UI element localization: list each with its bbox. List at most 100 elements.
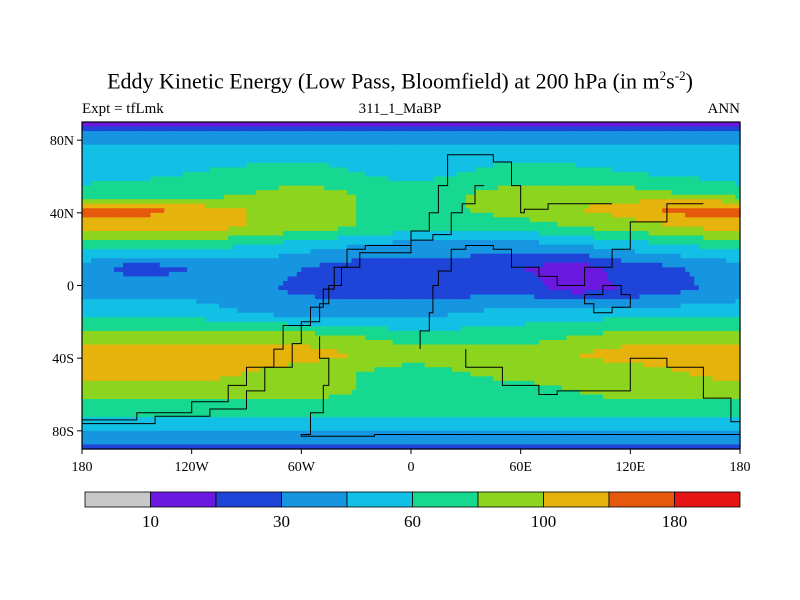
field-cell (383, 226, 389, 232)
field-cell (150, 176, 156, 182)
field-cell (506, 167, 513, 173)
field-cell (360, 262, 366, 268)
field-cell (543, 203, 549, 209)
field-cell (497, 244, 503, 250)
field-cell (502, 226, 508, 232)
field-cell (246, 231, 252, 237)
field-cell (278, 276, 284, 282)
field-cell (305, 244, 312, 250)
field-cell (246, 171, 252, 178)
field-cell (369, 122, 376, 128)
field-cell (219, 262, 225, 268)
field-cell (104, 235, 111, 241)
field-cell (625, 240, 631, 246)
field-cell (593, 140, 599, 146)
field-cell (141, 221, 147, 228)
field-cell (388, 221, 394, 228)
field-cell (251, 253, 257, 259)
field-cell (264, 131, 270, 137)
field-cell (420, 199, 426, 205)
field-cell (109, 167, 115, 173)
field-cell (598, 199, 604, 205)
field-cell (474, 276, 481, 282)
field-cell (260, 249, 266, 255)
field-cell (283, 176, 289, 182)
field-cell (479, 126, 485, 132)
field-cell (109, 262, 115, 268)
field-cell (634, 122, 641, 128)
field-cell (561, 199, 567, 205)
field-cell (726, 199, 732, 205)
field-cell (630, 153, 636, 159)
field-cell (561, 135, 567, 141)
field-cell (685, 181, 691, 187)
field-cell (735, 203, 741, 209)
field-cell (164, 271, 170, 278)
field-cell (168, 149, 174, 155)
field-cell (602, 171, 609, 178)
field-cell (337, 217, 344, 223)
field-cell (593, 171, 599, 178)
field-cell (187, 258, 193, 264)
field-cell (534, 149, 540, 155)
field-cell (612, 221, 618, 228)
field-cell (278, 217, 284, 223)
field-cell (497, 140, 503, 146)
field-cell (447, 126, 453, 132)
field-cell (136, 171, 142, 178)
field-cell (123, 131, 129, 137)
field-cell (369, 194, 376, 200)
field-cell (91, 131, 97, 137)
field-cell (424, 153, 430, 159)
field-cell (150, 199, 156, 205)
field-cell (347, 158, 353, 164)
field-cell (653, 126, 659, 132)
field-cell (159, 226, 165, 232)
field-cell (209, 208, 216, 214)
field-cell (474, 217, 481, 223)
field-cell (730, 226, 737, 232)
field-cell (566, 149, 572, 155)
field-cell (689, 149, 695, 155)
field-cell (689, 212, 695, 218)
field-cell (598, 135, 604, 141)
field-cell (205, 226, 211, 232)
field-cell (694, 162, 700, 169)
field-cell (191, 276, 197, 282)
field-cell (566, 153, 572, 159)
field-cell (589, 253, 595, 259)
field-cell (324, 240, 330, 246)
field-cell (634, 231, 641, 237)
field-cell (145, 158, 152, 164)
field-cell (461, 167, 467, 173)
field-cell (251, 176, 257, 182)
field-cell (351, 190, 357, 196)
field-cell (200, 249, 206, 255)
field-cell (689, 249, 695, 255)
field-cell (534, 249, 540, 255)
field-cell (287, 181, 293, 187)
field-cell (575, 244, 581, 250)
field-cell (219, 190, 225, 196)
field-cell (342, 203, 348, 209)
field-cell (319, 190, 325, 196)
field-cell (82, 212, 88, 218)
field-cell (246, 244, 252, 250)
field-cell (333, 271, 339, 278)
field-cell (255, 226, 261, 232)
field-cell (283, 212, 289, 218)
field-cell (82, 135, 88, 141)
field-cell (415, 258, 421, 264)
field-cell (159, 271, 165, 278)
field-cell (269, 212, 275, 218)
field-cell (104, 258, 111, 264)
field-cell (283, 267, 289, 273)
field-cell (548, 194, 554, 200)
field-cell (621, 149, 627, 155)
field-cell (548, 203, 554, 209)
field-cell (630, 144, 636, 150)
field-cell (735, 149, 741, 155)
field-cell (598, 176, 604, 182)
field-cell (580, 176, 586, 182)
field-cell (712, 240, 718, 246)
